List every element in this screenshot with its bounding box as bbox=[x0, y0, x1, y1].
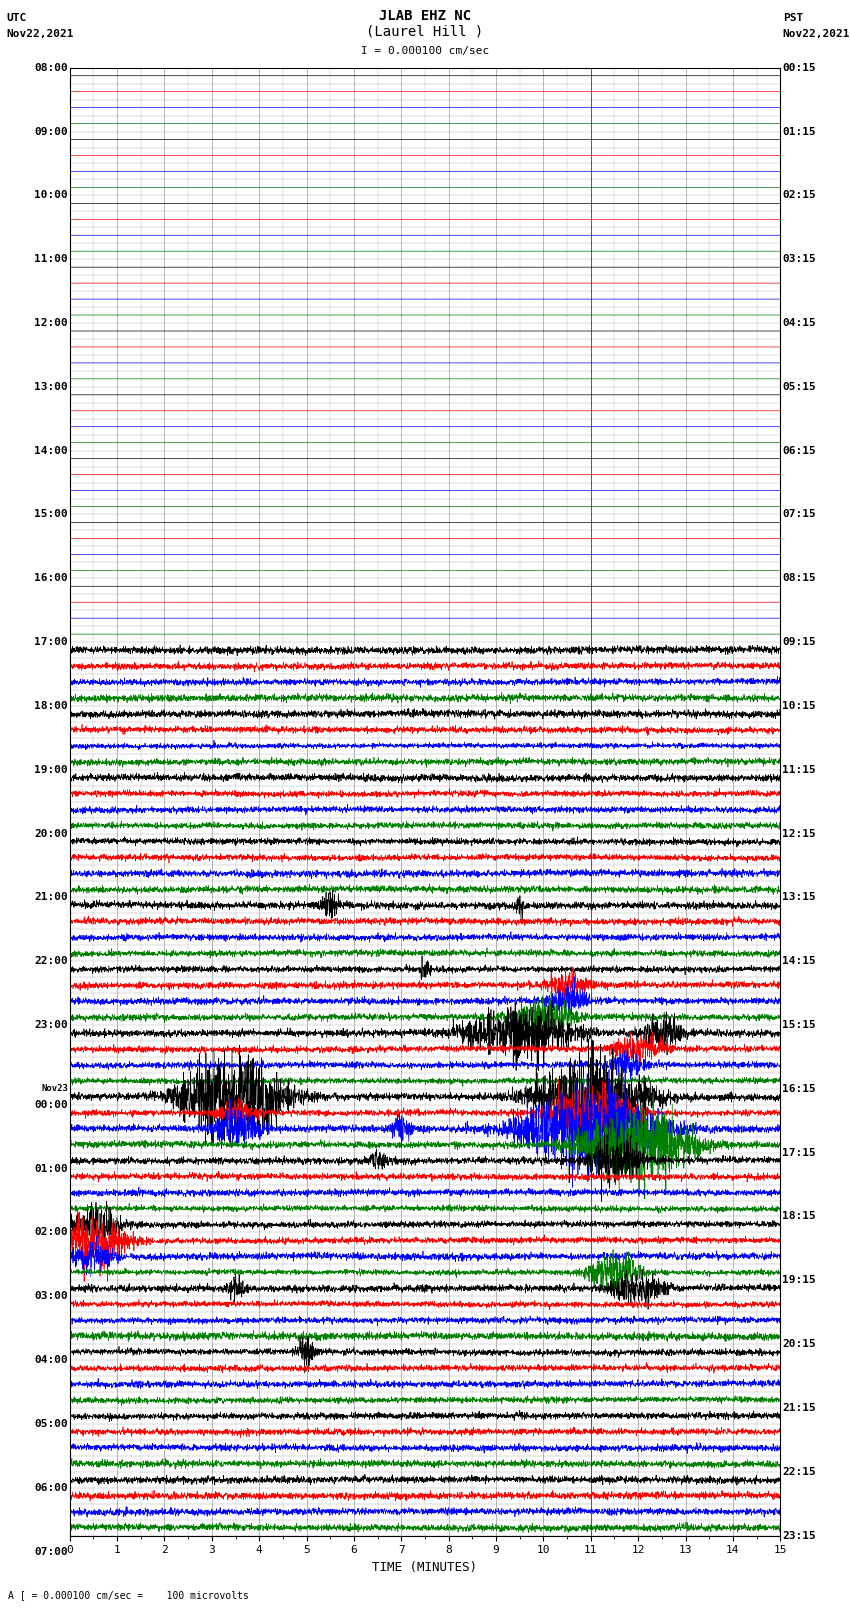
Text: 20:00: 20:00 bbox=[34, 829, 68, 839]
Text: 12:00: 12:00 bbox=[34, 318, 68, 327]
Text: 15:15: 15:15 bbox=[782, 1019, 816, 1031]
Text: Nov22,2021: Nov22,2021 bbox=[6, 29, 73, 39]
Text: 05:00: 05:00 bbox=[34, 1419, 68, 1429]
Text: 05:15: 05:15 bbox=[782, 382, 816, 392]
X-axis label: TIME (MINUTES): TIME (MINUTES) bbox=[372, 1561, 478, 1574]
Text: 19:00: 19:00 bbox=[34, 765, 68, 774]
Text: JLAB EHZ NC: JLAB EHZ NC bbox=[379, 8, 471, 23]
Text: 18:15: 18:15 bbox=[782, 1211, 816, 1221]
Text: 00:15: 00:15 bbox=[782, 63, 816, 73]
Text: A [ = 0.000100 cm/sec =    100 microvolts: A [ = 0.000100 cm/sec = 100 microvolts bbox=[8, 1590, 249, 1600]
Text: 02:15: 02:15 bbox=[782, 190, 816, 200]
Text: 11:15: 11:15 bbox=[782, 765, 816, 774]
Text: 01:00: 01:00 bbox=[34, 1163, 68, 1174]
Text: 09:00: 09:00 bbox=[34, 126, 68, 137]
Text: 22:15: 22:15 bbox=[782, 1466, 816, 1478]
Text: 03:15: 03:15 bbox=[782, 255, 816, 265]
Text: 10:00: 10:00 bbox=[34, 190, 68, 200]
Text: 09:15: 09:15 bbox=[782, 637, 816, 647]
Text: UTC: UTC bbox=[6, 13, 26, 23]
Text: 22:00: 22:00 bbox=[34, 957, 68, 966]
Text: 18:00: 18:00 bbox=[34, 702, 68, 711]
Text: 16:00: 16:00 bbox=[34, 573, 68, 584]
Text: 19:15: 19:15 bbox=[782, 1276, 816, 1286]
Text: Nov22,2021: Nov22,2021 bbox=[783, 29, 850, 39]
Text: 11:00: 11:00 bbox=[34, 255, 68, 265]
Text: Nov23: Nov23 bbox=[41, 1084, 68, 1094]
Text: PST: PST bbox=[783, 13, 803, 23]
Text: 16:15: 16:15 bbox=[782, 1084, 816, 1094]
Text: (Laurel Hill ): (Laurel Hill ) bbox=[366, 24, 484, 39]
Text: 10:15: 10:15 bbox=[782, 702, 816, 711]
Text: 23:15: 23:15 bbox=[782, 1531, 816, 1540]
Text: 04:15: 04:15 bbox=[782, 318, 816, 327]
Text: 17:00: 17:00 bbox=[34, 637, 68, 647]
Text: 21:00: 21:00 bbox=[34, 892, 68, 902]
Text: 13:15: 13:15 bbox=[782, 892, 816, 902]
Text: I = 0.000100 cm/sec: I = 0.000100 cm/sec bbox=[361, 47, 489, 56]
Text: 06:15: 06:15 bbox=[782, 445, 816, 455]
Text: 13:00: 13:00 bbox=[34, 382, 68, 392]
Text: 03:00: 03:00 bbox=[34, 1292, 68, 1302]
Text: 06:00: 06:00 bbox=[34, 1482, 68, 1492]
Text: 17:15: 17:15 bbox=[782, 1148, 816, 1158]
Text: 08:00: 08:00 bbox=[34, 63, 68, 73]
Text: 14:00: 14:00 bbox=[34, 445, 68, 455]
Text: 08:15: 08:15 bbox=[782, 573, 816, 584]
Text: 21:15: 21:15 bbox=[782, 1403, 816, 1413]
Text: 07:00: 07:00 bbox=[34, 1547, 68, 1557]
Text: 20:15: 20:15 bbox=[782, 1339, 816, 1348]
Text: 01:15: 01:15 bbox=[782, 126, 816, 137]
Text: 12:15: 12:15 bbox=[782, 829, 816, 839]
Text: 00:00: 00:00 bbox=[34, 1100, 68, 1110]
Text: 02:00: 02:00 bbox=[34, 1227, 68, 1237]
Text: 14:15: 14:15 bbox=[782, 957, 816, 966]
Text: 04:00: 04:00 bbox=[34, 1355, 68, 1365]
Text: 07:15: 07:15 bbox=[782, 510, 816, 519]
Text: 23:00: 23:00 bbox=[34, 1019, 68, 1031]
Text: 15:00: 15:00 bbox=[34, 510, 68, 519]
